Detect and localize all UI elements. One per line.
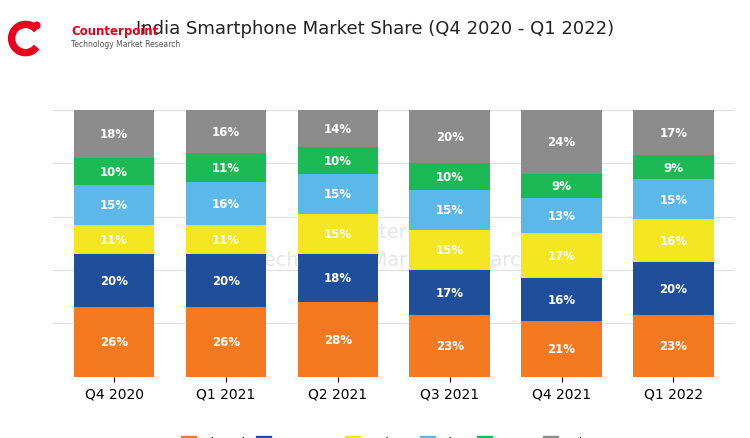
Text: 17%: 17% (548, 249, 575, 262)
Text: 10%: 10% (436, 171, 463, 184)
Bar (186, 307, 266, 377)
Text: 20%: 20% (212, 275, 240, 287)
Text: 9%: 9% (551, 180, 572, 193)
Bar (633, 111, 714, 156)
Text: 11%: 11% (100, 233, 128, 246)
Text: India Smartphone Market Share (Q4 2020 - Q1 2022): India Smartphone Market Share (Q4 2020 -… (136, 20, 614, 38)
Bar (633, 156, 714, 180)
Circle shape (16, 30, 35, 49)
Text: 20%: 20% (436, 131, 463, 144)
Bar (521, 111, 602, 175)
Text: 26%: 26% (211, 336, 240, 349)
Bar (74, 185, 154, 225)
Text: 15%: 15% (324, 188, 352, 201)
Bar (74, 225, 154, 254)
Text: 18%: 18% (324, 272, 352, 285)
Bar (521, 278, 602, 321)
Text: 15%: 15% (436, 244, 463, 257)
Bar (74, 307, 154, 377)
Bar (186, 254, 266, 307)
Circle shape (34, 23, 40, 29)
Text: 23%: 23% (659, 339, 688, 353)
Bar (74, 111, 154, 159)
Text: Technology Market Research: Technology Market Research (71, 40, 181, 49)
Bar (186, 225, 266, 254)
Bar (410, 230, 490, 270)
Text: 11%: 11% (212, 233, 240, 246)
Text: 13%: 13% (548, 209, 575, 222)
Text: 16%: 16% (548, 293, 576, 306)
Text: 14%: 14% (324, 123, 352, 136)
Text: 15%: 15% (659, 193, 688, 206)
Text: 16%: 16% (211, 126, 240, 138)
Text: 10%: 10% (324, 155, 352, 168)
Text: 16%: 16% (211, 198, 240, 210)
Bar (74, 159, 154, 185)
Bar (186, 153, 266, 183)
Bar (410, 270, 490, 315)
Bar (410, 191, 490, 230)
Text: 10%: 10% (100, 166, 128, 178)
Text: 26%: 26% (100, 336, 128, 349)
Bar (521, 198, 602, 233)
Text: 15%: 15% (324, 228, 352, 241)
Bar (410, 164, 490, 191)
Bar (633, 262, 714, 315)
Text: 24%: 24% (548, 136, 576, 149)
Text: Counterpoint: Counterpoint (71, 25, 158, 39)
Bar (298, 111, 378, 148)
Text: 20%: 20% (659, 283, 688, 295)
Text: 17%: 17% (659, 127, 688, 140)
Bar (521, 233, 602, 278)
Bar (298, 254, 378, 302)
Text: 23%: 23% (436, 339, 463, 353)
Bar (521, 175, 602, 198)
Legend: Xiaomi, Samsung, realme, vivo, OPPO, Others: Xiaomi, Samsung, realme, vivo, OPPO, Oth… (176, 431, 611, 438)
Bar (633, 180, 714, 220)
Wedge shape (9, 22, 38, 57)
Bar (298, 302, 378, 377)
Text: 11%: 11% (212, 162, 240, 174)
Bar (298, 148, 378, 175)
Text: Counterpoint
Technology Market Research: Counterpoint Technology Market Research (255, 222, 532, 269)
Text: 28%: 28% (324, 333, 352, 346)
Text: 16%: 16% (659, 235, 688, 247)
Bar (633, 315, 714, 377)
Text: 15%: 15% (436, 204, 463, 217)
Bar (298, 215, 378, 254)
Bar (410, 315, 490, 377)
Bar (74, 254, 154, 307)
Bar (186, 183, 266, 225)
Text: 15%: 15% (100, 199, 128, 212)
Bar (521, 321, 602, 377)
Text: 21%: 21% (548, 342, 575, 355)
Text: 20%: 20% (100, 275, 128, 287)
Bar (633, 220, 714, 262)
Text: 17%: 17% (436, 286, 463, 300)
Bar (410, 111, 490, 164)
Text: 18%: 18% (100, 128, 128, 141)
Text: 9%: 9% (664, 162, 683, 174)
Bar (298, 175, 378, 215)
Bar (186, 111, 266, 153)
